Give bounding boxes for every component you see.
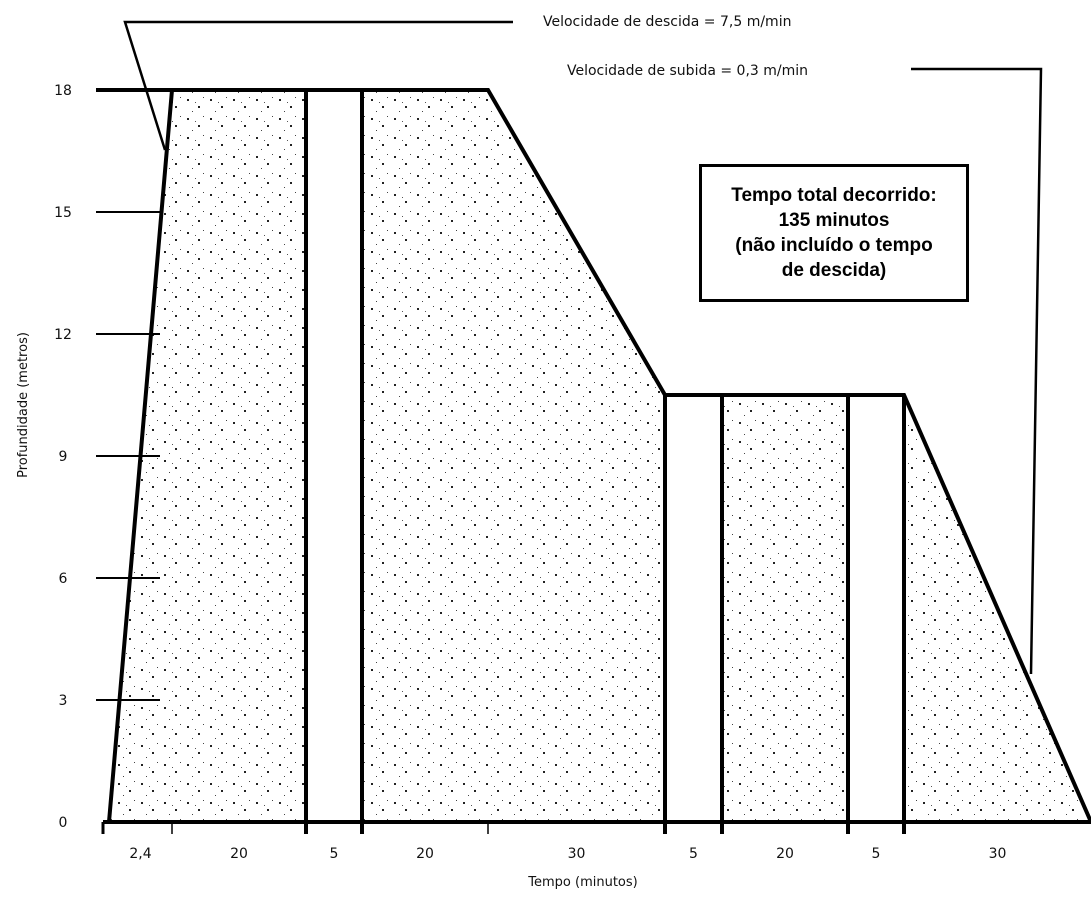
total-time-box: Tempo total decorrido: 135 minutos (não … xyxy=(699,164,969,302)
total-time-line-2: 135 minutos xyxy=(778,210,890,231)
y-tick-label-4: 12 xyxy=(54,327,72,343)
segment-label-0: 2,4 xyxy=(129,846,151,862)
y-axis-label: Profundidade (metros) xyxy=(16,332,31,478)
ascent-speed-label: Velocidade de subida = 0,3 m/min xyxy=(567,63,808,79)
x-axis-label: Tempo (minutos) xyxy=(527,875,637,890)
segment-label-6: 20 xyxy=(776,846,794,862)
y-tick-label-3: 9 xyxy=(59,449,68,465)
total-time-line-4: de descida) xyxy=(781,260,887,281)
stop-band-7 xyxy=(848,395,904,822)
segment-label-3: 20 xyxy=(416,846,434,862)
segment-label-7: 5 xyxy=(872,846,881,862)
descent-speed-label: Velocidade de descida = 7,5 m/min xyxy=(543,14,791,30)
descent-speed-callout: Velocidade de descida = 7,5 m/min xyxy=(123,14,791,151)
stop-band-5 xyxy=(665,395,722,822)
ascent-speed-callout: Velocidade de subida = 0,3 m/min xyxy=(567,63,1043,675)
stop-band-2 xyxy=(306,90,362,822)
segment-label-5: 5 xyxy=(689,846,698,862)
interval-bands xyxy=(306,90,904,822)
segment-label-1: 20 xyxy=(230,846,248,862)
segment-label-4: 30 xyxy=(568,846,586,862)
total-time-line-3: (não incluído o tempo xyxy=(735,235,933,256)
y-tick-label-2: 6 xyxy=(59,571,68,587)
segment-label-8: 30 xyxy=(989,846,1007,862)
segment-duration-labels: 2,4 20 5 20 30 5 20 5 30 xyxy=(129,846,1006,862)
y-tick-label-1: 3 xyxy=(59,693,68,709)
y-tick-label-6: 18 xyxy=(54,83,72,99)
segment-label-2: 5 xyxy=(330,846,339,862)
y-tick-label-0: 0 xyxy=(59,815,68,831)
y-axis-ticks: 0 3 6 9 12 15 18 xyxy=(54,83,160,831)
y-tick-label-5: 15 xyxy=(54,205,72,221)
total-time-line-1: Tempo total decorrido: xyxy=(731,185,937,206)
